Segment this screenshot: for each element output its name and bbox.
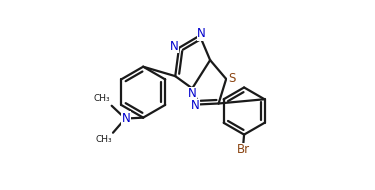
Text: N: N [170, 40, 178, 53]
Text: CH₃: CH₃ [95, 135, 112, 144]
Text: Br: Br [237, 143, 250, 156]
Text: CH₃: CH₃ [93, 94, 110, 104]
Text: N: N [122, 112, 130, 124]
Text: N: N [191, 99, 200, 112]
Text: S: S [228, 71, 235, 85]
Text: N: N [197, 27, 206, 40]
Text: N: N [188, 87, 196, 100]
